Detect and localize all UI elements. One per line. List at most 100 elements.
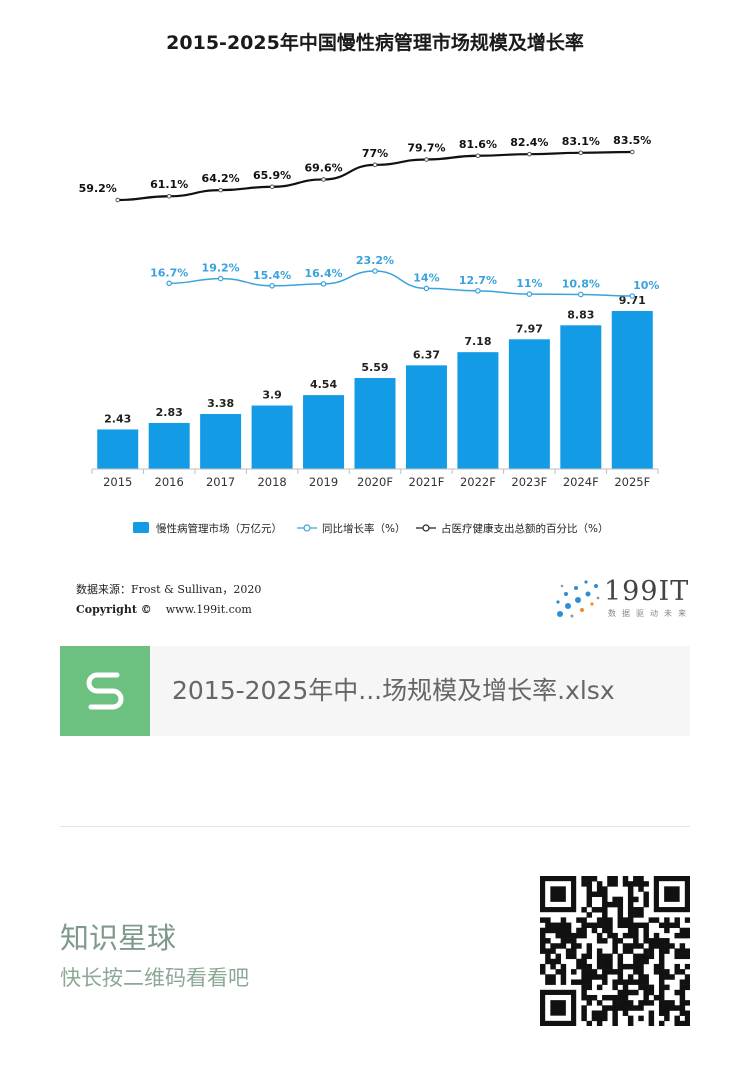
bar-value-label: 3.38 [207, 397, 234, 410]
growth-rate-line [169, 270, 633, 297]
legend-share-marker [422, 524, 430, 532]
logo-text: 199IT [604, 576, 690, 607]
share-point [321, 177, 326, 182]
growth-rate-label: 12.7% [459, 274, 497, 287]
growth-rate-label: 23.2% [356, 254, 394, 267]
bars-layer: 2.43 2.83 3.38 3.9 4.54 5.59 6.37 7.18 7.97 8.83 9… [97, 294, 653, 469]
share-point [372, 162, 378, 168]
bar-value-label: 3.9 [262, 389, 282, 402]
share-point [424, 157, 429, 162]
growth-rate-label: 19.2% [202, 262, 240, 275]
growth-rate-point [269, 282, 275, 289]
bar-2023F [508, 339, 550, 469]
bar-2021F [405, 365, 447, 469]
share-label: 81.6% [459, 138, 497, 151]
bar-value-label: 5.59 [361, 361, 388, 374]
x-tick-label: 2018 [257, 475, 286, 489]
x-tick-label: 2025F [614, 475, 650, 489]
bar-value-label: 6.37 [413, 348, 440, 361]
growth-rate-label: 14% [413, 271, 439, 284]
legend-bar-label: 慢性病管理市场（万亿元） [156, 522, 282, 535]
source-block: 数据来源：Frost & Sullivan，2020 Copyright © ww… [76, 580, 261, 620]
share-point [166, 193, 172, 199]
growth-rate-label: 10.8% [562, 277, 600, 290]
bar-value-label: 2.83 [156, 406, 183, 419]
growth-rate-point [526, 291, 533, 297]
lines-layer: 16.7% 19.2% 15.4% 16.4% 23.2% 14% 12.7% 11% 10.8… [79, 134, 659, 299]
copyright-text: Copyright © [76, 603, 152, 616]
bar-2024F [560, 325, 602, 469]
share-label: 82.4% [510, 136, 548, 149]
source-text: 数据来源：Frost & Sullivan，2020 [76, 583, 262, 596]
x-tick-label: 2020F [357, 475, 393, 489]
bar-value-label: 4.54 [310, 378, 337, 391]
bar-value-label: 9.71 [619, 294, 646, 307]
x-tick-label: 2024F [563, 475, 599, 489]
legend: 慢性病管理市场（万亿元） 同比增长率（%） 占医疗健康支出总额的百分比（%） [133, 522, 608, 535]
planet-title: 知识星球 [60, 921, 177, 955]
chart-svg: 2.43 2.83 3.38 3.9 4.54 5.59 6.37 7.18 7.97 8.83 9… [79, 134, 660, 535]
qr-code-icon[interactable] [540, 876, 690, 1026]
source-url[interactable]: www.199it.com [165, 603, 252, 616]
growth-rate-label: 16.4% [304, 267, 342, 280]
share-point [218, 187, 223, 193]
logo-199it: 199IT 数据驱动未来 [552, 574, 692, 624]
growth-rate-point [320, 281, 327, 287]
growth-rate-label: 15.4% [253, 269, 291, 282]
share-point [115, 197, 121, 203]
x-tick-label: 2021F [409, 475, 445, 489]
legend-growth-marker [303, 524, 311, 532]
growth-rate-label: 11% [516, 277, 542, 290]
share-label: 65.9% [253, 169, 291, 182]
x-tick-label: 2023F [511, 475, 547, 489]
share-point [475, 153, 481, 159]
bar-2016 [148, 422, 190, 469]
bar-2019 [303, 395, 345, 469]
growth-rate-point [166, 280, 172, 287]
growth-rate-label: 10% [633, 279, 659, 292]
growth-rate-point [629, 293, 636, 299]
share-point [629, 149, 635, 155]
growth-rate-point [372, 268, 378, 274]
growth-rate-point [423, 285, 430, 292]
share-label: 69.6% [304, 161, 342, 174]
bar-value-label: 2.43 [104, 412, 131, 425]
spreadsheet-icon [60, 646, 150, 736]
bar-value-label: 7.97 [516, 322, 543, 335]
growth-rate-point [475, 288, 481, 294]
share-label: 61.1% [150, 178, 188, 191]
share-label: 59.2% [79, 182, 117, 195]
growth-rate-point [578, 291, 584, 298]
x-axis: 2015 2016 2017 2018 2019 2020F 2021F 2022F 2023F… [91, 468, 659, 489]
bar-value-label: 8.83 [567, 308, 594, 321]
share-point [527, 151, 532, 157]
legend-share-label: 占医疗健康支出总额的百分比（%） [441, 522, 608, 535]
file-attachment[interactable]: 2015-2025年中...场规模及增长率.xlsx [60, 646, 690, 736]
logo-dots-icon [556, 580, 600, 618]
bar-2022F [457, 352, 499, 469]
bar-2018 [251, 405, 293, 469]
copyright-line: Copyright © www.199it.com [76, 600, 261, 620]
bar-2017 [200, 414, 242, 469]
share-label: 79.7% [407, 142, 445, 155]
legend-bar-swatch [133, 522, 149, 533]
x-tick-label: 2022F [460, 475, 496, 489]
share-label: 83.5% [613, 134, 651, 147]
planet-subtitle: 快长按二维码看看吧 [60, 966, 249, 990]
growth-rate-label: 16.7% [150, 266, 188, 279]
bar-value-label: 7.18 [464, 335, 491, 348]
x-tick-label: 2019 [309, 475, 338, 489]
logo-subtitle: 数据驱动未来 [608, 609, 692, 618]
share-label: 77% [362, 147, 388, 160]
bar-2025F [611, 311, 653, 469]
x-tick-label: 2017 [206, 475, 235, 489]
growth-rate-point [217, 275, 224, 282]
share-label: 83.1% [562, 135, 600, 148]
legend-growth-label: 同比增长率（%） [322, 522, 405, 535]
x-tick-label: 2016 [155, 475, 184, 489]
divider [60, 826, 690, 827]
chart-title: 2015-2025年中国慢性病管理市场规模及增长率 [166, 32, 584, 54]
share-point [578, 150, 584, 156]
file-name: 2015-2025年中...场规模及增长率.xlsx [172, 676, 615, 705]
x-tick-label: 2015 [103, 475, 132, 489]
